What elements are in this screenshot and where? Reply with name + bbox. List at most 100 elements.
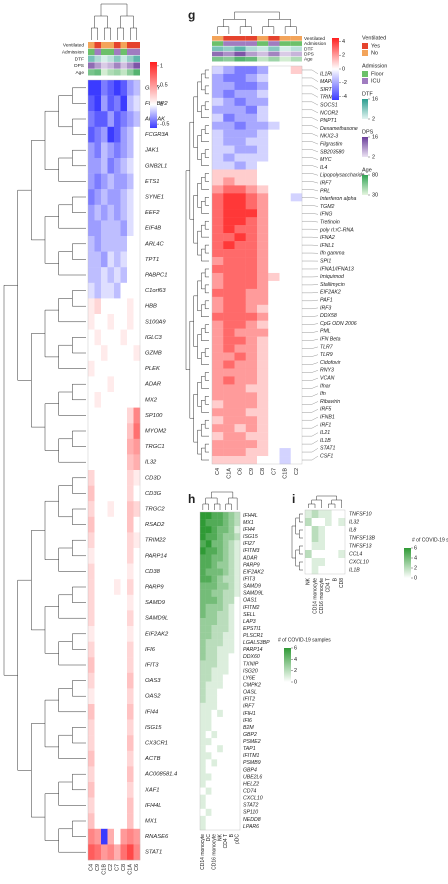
heatmap-cell — [205, 512, 212, 520]
leader-line — [302, 307, 319, 309]
heatmap-cell — [114, 813, 121, 829]
heatmap-cell — [211, 639, 218, 647]
heatmap-cell — [228, 773, 235, 781]
heatmap-cell — [222, 639, 229, 647]
heatmap-cell — [107, 626, 115, 642]
heatmap-cell — [120, 438, 128, 455]
heatmap-cell — [245, 257, 258, 266]
heatmap-cell — [212, 153, 224, 162]
heatmap-cell — [200, 547, 206, 555]
row-label: SAMD9L — [243, 591, 264, 597]
heatmap-cell — [222, 681, 229, 689]
row-label: IFITM1 — [243, 753, 260, 759]
heatmap-cell — [257, 121, 269, 130]
heatmap-cell — [212, 177, 224, 186]
row-label: TRGC1 — [145, 444, 165, 450]
row-label: NEDD8 — [243, 817, 261, 823]
heatmap-cell — [279, 408, 291, 417]
heatmap-cell — [114, 828, 121, 845]
heatmap-cell — [257, 288, 269, 298]
heatmap-cell — [234, 169, 246, 178]
heatmap-cell — [205, 724, 212, 732]
heatmap-cell — [211, 512, 218, 520]
heatmap-cell — [268, 241, 280, 250]
heatmap-cell — [228, 526, 235, 534]
heatmap-cell — [290, 225, 303, 234]
heatmap-cell — [223, 233, 235, 242]
heatmap-cell — [222, 596, 229, 605]
heatmap-cell — [290, 137, 303, 146]
row-label: LGALS3BP — [243, 640, 270, 646]
annotation-cell — [120, 62, 127, 69]
heatmap-cell — [245, 368, 258, 377]
heatmap-cell — [120, 797, 128, 814]
heatmap-cell — [107, 95, 115, 112]
heatmap-cell — [212, 201, 224, 210]
heatmap-cell — [133, 501, 141, 517]
heatmap-cell — [212, 352, 224, 361]
heatmap-cell — [222, 561, 229, 569]
heatmap-cell — [325, 518, 332, 527]
heatmap-cell — [318, 518, 326, 527]
heatmap-cell — [290, 360, 303, 369]
row-label: DDX58 — [320, 313, 337, 319]
heatmap-cell — [223, 217, 235, 226]
heatmap-cell — [211, 695, 218, 703]
row-label: FCGR3A — [145, 132, 169, 138]
heatmap-cell — [88, 204, 95, 221]
heatmap-cell — [212, 217, 224, 226]
row-label: Imiquimod — [320, 274, 345, 280]
row-label: EPSTI1 — [243, 626, 261, 632]
heatmap-cell — [279, 296, 291, 305]
leader-line — [302, 424, 319, 429]
heatmap-cell — [133, 282, 141, 299]
heatmap-cell — [200, 540, 206, 548]
heatmap-cell — [228, 575, 235, 583]
heatmap-cell — [257, 296, 269, 305]
heatmap-cell — [107, 158, 115, 174]
heatmap-cell — [88, 392, 95, 408]
panel-letter: h — [188, 492, 195, 506]
heatmap-cell — [228, 660, 235, 668]
annotation-cell — [257, 41, 269, 46]
heatmap-cell — [234, 392, 246, 401]
heatmap-cell — [94, 111, 102, 127]
heatmap-cell — [279, 257, 291, 266]
heatmap-cell — [279, 288, 291, 298]
heatmap-cell — [257, 392, 269, 401]
heatmap-cell — [279, 432, 291, 441]
heatmap-cell — [211, 815, 218, 824]
heatmap-cell — [114, 282, 121, 299]
heatmap-cell — [279, 424, 291, 433]
heatmap-cell — [212, 265, 224, 274]
heatmap-cell — [338, 550, 346, 559]
annotation-cell — [101, 62, 108, 69]
heatmap-cell — [212, 448, 224, 457]
heatmap-cell — [94, 750, 102, 767]
leader-line — [302, 432, 319, 437]
heatmap-cell — [127, 657, 134, 673]
heatmap-cell — [245, 272, 258, 282]
heatmap-cell — [127, 298, 134, 315]
heatmap-cell — [114, 360, 121, 377]
annotation-cell — [257, 36, 269, 41]
row-label: Filgrastim — [320, 141, 343, 147]
heatmap-cell — [290, 161, 303, 170]
heatmap-cell — [133, 610, 141, 627]
heatmap-cell — [205, 674, 212, 682]
heatmap-cell — [200, 632, 206, 640]
heatmap-cell — [88, 563, 95, 580]
heatmap-cell — [127, 828, 134, 845]
heatmap-cell — [107, 360, 115, 377]
heatmap-cell — [234, 129, 246, 138]
heatmap-cell — [311, 542, 319, 551]
heatmap-cell — [268, 66, 280, 75]
heatmap-cell — [212, 249, 224, 258]
heatmap-cell — [245, 400, 258, 409]
heatmap-cell — [228, 815, 235, 824]
legend-swatch — [362, 50, 368, 56]
leader-line — [302, 292, 319, 294]
heatmap-cell — [107, 641, 115, 658]
heatmap-cell — [245, 352, 258, 361]
legend-title: DPS — [362, 129, 374, 135]
